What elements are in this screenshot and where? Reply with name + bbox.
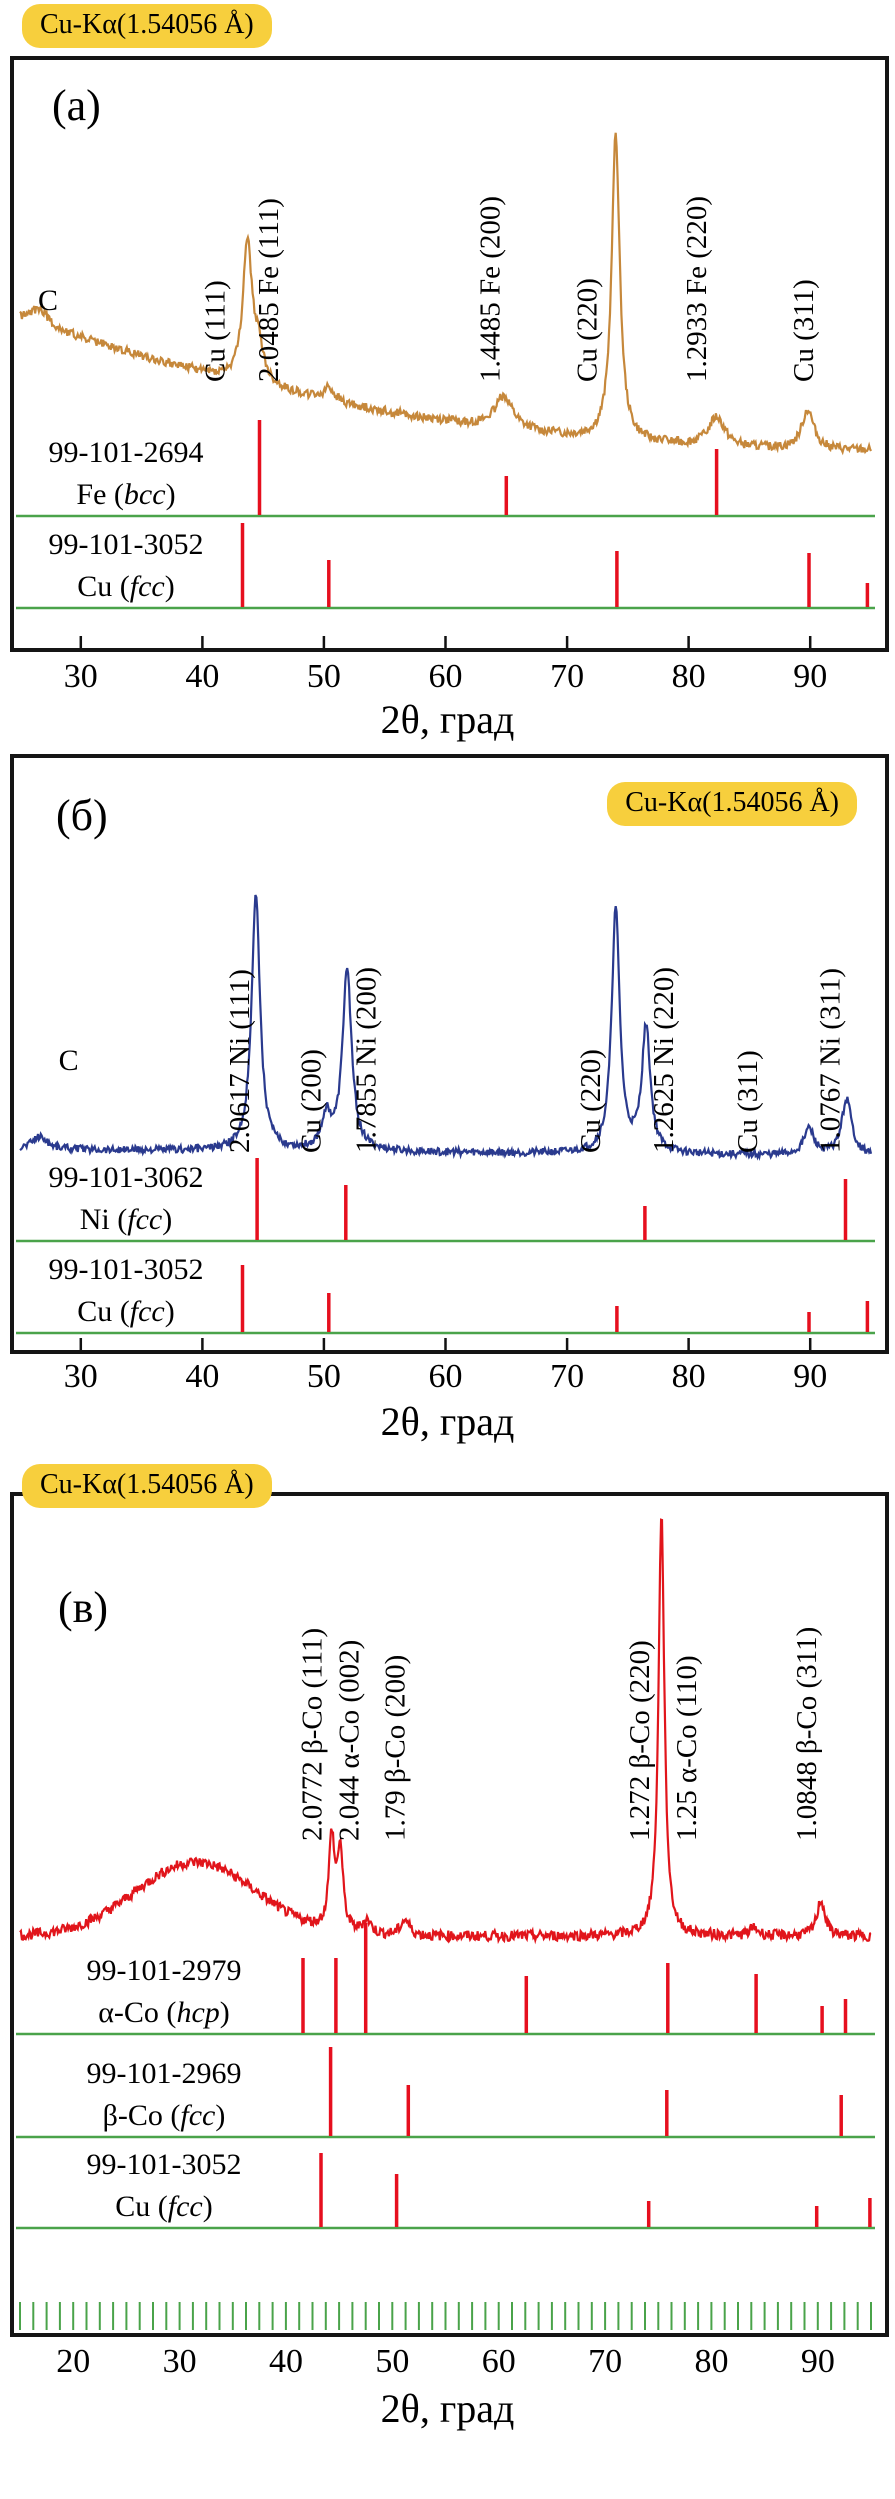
x-tick-label: 40 xyxy=(185,658,220,695)
peak-label: 1.0767 Ni (311) xyxy=(815,968,847,1153)
plot-frame-a: C Cu (111) 2.0485 Fe (111) 1.4485 Fe (200) C… xyxy=(10,56,889,652)
x-tick-label: 90 xyxy=(793,1358,828,1395)
peak-label: 1.4485 Fe (200) xyxy=(474,196,506,382)
ref-phase-label: Ni (fcc) xyxy=(80,1203,172,1236)
diffraction-curve xyxy=(19,1518,872,1945)
ref-phase-label: Cu (fcc) xyxy=(77,1295,174,1328)
peak-label: Cu (311) xyxy=(788,279,820,382)
radiation-badge: Cu-Kα(1.54056 Å) xyxy=(607,782,857,826)
xrd-panel-v: Cu-Kα(1.54056 Å) (в) 2.0772 β-Co (111) 2.… xyxy=(0,1452,895,2499)
x-tick-labels-b: 30 40 50 60 70 80 90 xyxy=(0,1358,895,1402)
x-tick-label: 60 xyxy=(428,658,463,695)
ref-card-id: 99-101-3052 xyxy=(49,528,204,561)
x-tick-label: 30 xyxy=(63,658,98,695)
xrd-plot-v: 2.0772 β-Co (111) 2.044 α-Co (002) 1.79 β-… xyxy=(16,1518,875,2330)
ref-card-id: 99-101-3052 xyxy=(87,2148,242,2181)
ref-card-id: 99-101-3062 xyxy=(49,1161,204,1194)
x-tick-label: 50 xyxy=(306,658,341,695)
x-tick-label: 60 xyxy=(428,1358,463,1395)
diffraction-curve xyxy=(19,132,872,456)
radiation-badge: Cu-Kα(1.54056 Å) xyxy=(22,4,272,48)
ref-card-id: 99-101-2979 xyxy=(87,1954,242,1987)
x-axis-title-b: 2θ, град xyxy=(380,1399,515,1444)
x-tick-label: 80 xyxy=(694,2343,729,2380)
x-tick-labels-v: 20 30 40 50 60 70 80 90 xyxy=(0,2343,895,2387)
peak-label: C xyxy=(59,1044,79,1077)
x-tick-label: 40 xyxy=(268,2343,303,2380)
x-tick-label: 40 xyxy=(185,1358,220,1395)
x-tick-label: 80 xyxy=(671,658,706,695)
panel-letter-b: (б) xyxy=(56,791,108,840)
x-tick-label: 70 xyxy=(588,2343,623,2380)
ref-phase-label: Fe (bcc) xyxy=(76,478,175,511)
x-tick-label: 50 xyxy=(306,1358,341,1395)
x-tick-label: 30 xyxy=(162,2343,197,2380)
peak-label: 1.2625 Ni (220) xyxy=(648,967,680,1153)
peak-label: Cu (220) xyxy=(572,278,604,382)
x-tick-label: 70 xyxy=(550,658,585,695)
xrd-panel-a: Cu-Kα(1.54056 Å) (а) C Cu (111) 2.0485 Fe … xyxy=(0,0,895,746)
x-tick-label: 90 xyxy=(793,658,828,695)
peak-label: Cu (311) xyxy=(732,1050,764,1153)
peak-label: 1.7855 Ni (200) xyxy=(350,967,382,1153)
peak-label: 2.0617 Ni (111) xyxy=(224,969,256,1153)
x-axis-title-a: 2θ, град xyxy=(380,697,515,742)
x-tick-label: 70 xyxy=(550,1358,585,1395)
peak-label: Cu (111) xyxy=(200,280,232,382)
peak-label: 1.2933 Fe (220) xyxy=(681,196,713,382)
xrd-panel-b: Cu-Kα(1.54056 Å) (б) C 2.0617 Ni (111) Cu … xyxy=(0,746,895,1452)
peak-label: 1.79 β-Co (200) xyxy=(379,1655,411,1841)
panel-letter-v: (в) xyxy=(58,1583,109,1632)
x-tick-label: 20 xyxy=(56,2343,91,2380)
plot-frame-b: C 2.0617 Ni (111) Cu (200) 1.7855 Ni (200) C… xyxy=(10,754,889,1354)
radiation-badge: Cu-Kα(1.54056 Å) xyxy=(22,1464,272,1508)
peak-label: C xyxy=(38,284,58,317)
x-tick-label: 30 xyxy=(63,1358,98,1395)
x-tick-label: 50 xyxy=(375,2343,410,2380)
ref-card-id: 99-101-2969 xyxy=(87,2057,242,2090)
xrd-plot-a: C Cu (111) 2.0485 Fe (111) 1.4485 Fe (200) C… xyxy=(16,132,875,648)
xrd-plot-b: C 2.0617 Ni (111) Cu (200) 1.7855 Ni (200) C… xyxy=(16,894,875,1350)
x-tick-label: 60 xyxy=(481,2343,516,2380)
peak-label: 1.272 β-Co (220) xyxy=(624,1640,656,1841)
ref-card-id: 99-101-2694 xyxy=(49,436,204,469)
peak-label: 2.0485 Fe (111) xyxy=(253,198,285,382)
panel-letter-a: (а) xyxy=(52,81,101,130)
ref-phase-label: Cu (fcc) xyxy=(77,570,174,603)
peak-label: 1.25 α-Co (110) xyxy=(671,1655,703,1841)
ref-phase-label: α-Co (hcp) xyxy=(98,1996,230,2029)
peak-label: Cu (220) xyxy=(575,1049,607,1153)
x-tick-label: 80 xyxy=(671,1358,706,1395)
plot-frame-v: 2.0772 β-Co (111) 2.044 α-Co (002) 1.79 β-… xyxy=(10,1492,889,2337)
ref-phase-label: β-Co (fcc) xyxy=(103,2099,226,2132)
peak-label: Cu (200) xyxy=(296,1049,328,1153)
peak-label: 2.0772 β-Co (111) xyxy=(297,1628,329,1841)
ref-card-id: 99-101-3052 xyxy=(49,1253,204,1286)
x-tick-labels-a: 30 40 50 60 70 80 90 xyxy=(0,658,895,702)
diffraction-curve xyxy=(19,894,873,1161)
ref-phase-label: Cu (fcc) xyxy=(115,2190,212,2223)
peak-label: 2.044 α-Co (002) xyxy=(334,1640,366,1841)
peak-label: 1.0848 β-Co (311) xyxy=(791,1627,823,1841)
x-axis-title-v: 2θ, град xyxy=(380,2386,515,2431)
x-tick-label: 90 xyxy=(800,2343,835,2380)
